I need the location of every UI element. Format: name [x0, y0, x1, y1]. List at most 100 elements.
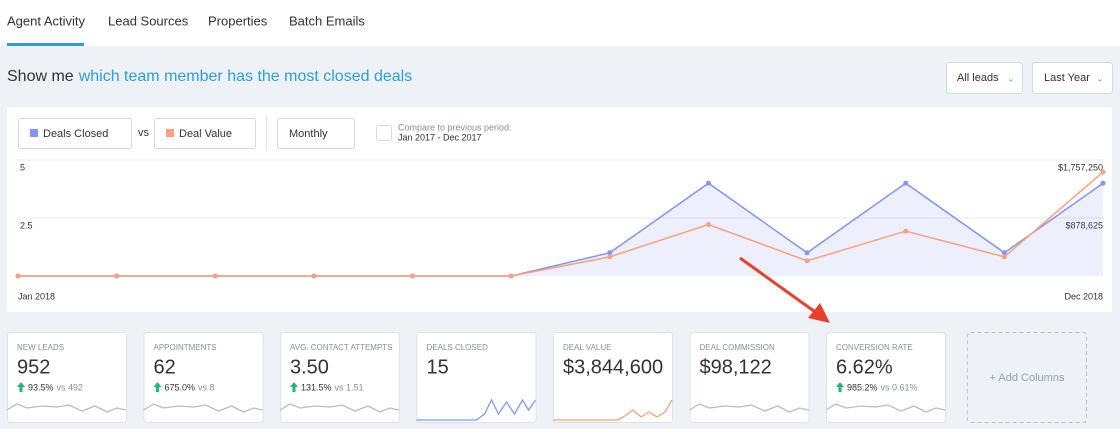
caret: ⌄: [1096, 73, 1104, 83]
point: [1001, 250, 1007, 256]
kpi-compare: vs 8: [198, 382, 215, 392]
metric-dropdown[interactable]: [18, 118, 132, 149]
legend-swatch: [30, 129, 38, 137]
compare-checkbox[interactable]: [376, 125, 392, 141]
line: [18, 171, 1104, 277]
point: [1001, 254, 1007, 260]
sparkline: [279, 403, 400, 413]
arrow-shaft: [739, 256, 819, 316]
tab-bar: [0, 0, 1120, 46]
kpi-value: 6.62%: [836, 356, 893, 378]
sparkline: [825, 403, 946, 413]
point: [607, 254, 613, 260]
kpi-label: AVG. CONTACT ATTEMPTS: [290, 343, 393, 352]
kpi-label: NEW LEADS: [17, 343, 64, 352]
point: [804, 258, 810, 264]
legend-label: Deal Value: [179, 128, 232, 140]
y2-tick-label: $1,757,250: [1058, 162, 1103, 172]
metric-dropdown[interactable]: [154, 118, 256, 149]
sparkline: [143, 403, 263, 413]
kpi-label: APPOINTMENTS: [154, 343, 217, 352]
filter-label: All leads: [957, 72, 999, 84]
heading-question[interactable]: which team member has the most closed de…: [78, 68, 412, 85]
tab[interactable]: Properties: [208, 13, 268, 28]
compare-label: Compare to previous period:: [398, 122, 512, 132]
point: [903, 228, 909, 234]
point: [705, 180, 711, 186]
period-dropdown[interactable]: [277, 118, 355, 149]
kpi-value: 952: [17, 356, 50, 378]
point: [311, 273, 317, 279]
kpi-value: 15: [427, 356, 449, 378]
kpi-card: [143, 332, 264, 423]
tab[interactable]: Agent Activity: [7, 13, 86, 28]
point: [212, 273, 218, 279]
filter-dropdown[interactable]: [946, 62, 1023, 94]
kpi-card: [689, 332, 810, 423]
x-tick-label: Dec 2018: [1064, 291, 1103, 301]
filter-dropdown[interactable]: [1032, 62, 1113, 94]
point: [508, 273, 514, 279]
kpi-label: DEAL COMMISSION: [700, 343, 775, 352]
kpi-label: DEAL VALUE: [563, 343, 611, 352]
kpi-change: 985.2%: [847, 382, 878, 392]
kpi-change: 131.5%: [301, 382, 332, 392]
tab[interactable]: Lead Sources: [108, 13, 189, 28]
legend-label: Deals Closed: [43, 128, 108, 140]
kpi-card: [416, 332, 537, 423]
kpi-cards: NEW LEADS 952 93.5% vs 492 APPOINTMENTS 62 675…: [6, 332, 946, 423]
heading-prefix: Show me: [7, 68, 74, 85]
kpi-value: 3.50: [290, 356, 329, 378]
tab[interactable]: Batch Emails: [289, 13, 365, 28]
kpi-value: $3,844,600: [563, 356, 663, 378]
point: [804, 250, 810, 256]
sparkline: [416, 398, 537, 421]
kpi-compare: vs 492: [57, 382, 84, 392]
kpi-value: 62: [154, 356, 176, 378]
point: [15, 273, 21, 279]
up-arrow: [290, 382, 298, 392]
kpi-value: $98,122: [700, 356, 772, 378]
add-columns-box[interactable]: [967, 332, 1087, 423]
arrow-head: [808, 303, 830, 323]
x-tick-label: Jan 2018: [18, 291, 55, 301]
compare-range: Jan 2017 - Dec 2017: [398, 132, 482, 142]
sparkline: [6, 403, 127, 413]
up-arrow: [836, 382, 844, 392]
point: [903, 180, 909, 186]
up-arrow: [153, 382, 162, 392]
legend-swatch: [166, 129, 174, 137]
kpi-change: 93.5%: [28, 382, 54, 392]
point: [607, 250, 613, 256]
y2-tick-label: $878,625: [1065, 220, 1103, 230]
kpi-card: [7, 332, 127, 423]
kpi-label: DEALS CLOSED: [427, 343, 489, 352]
y-tick-label: 2.5: [20, 220, 33, 230]
kpi-compare: vs 0.61%: [881, 382, 918, 392]
kpi-card: [826, 332, 946, 423]
up-arrow: [17, 382, 25, 392]
annotation-arrow: [739, 256, 830, 323]
kpi-compare: vs 1.51: [335, 382, 364, 392]
active-tab-underline: [7, 43, 84, 46]
period-label: Monthly: [289, 128, 328, 140]
point: [1100, 169, 1106, 175]
kpi-label: CONVERSION RATE: [836, 343, 913, 352]
point: [1100, 180, 1106, 186]
point: [705, 222, 711, 228]
caret: ⌄: [1007, 73, 1015, 83]
line-chart: 2.5 5 $878,625 $1,757,250 Jan 2018 Dec 2018: [15, 159, 1106, 301]
vs-label: vs: [138, 127, 150, 139]
sparkline: [553, 399, 673, 421]
filter-label: Last Year: [1044, 72, 1090, 84]
point: [114, 273, 120, 279]
kpi-card: [280, 332, 400, 423]
kpi-card: [553, 332, 673, 423]
sparkline: [689, 403, 809, 413]
y-tick-label: 5: [20, 162, 25, 172]
add-columns[interactable]: + Add Columns: [990, 372, 1065, 384]
point: [410, 273, 416, 279]
kpi-change: 675.0%: [165, 382, 196, 392]
